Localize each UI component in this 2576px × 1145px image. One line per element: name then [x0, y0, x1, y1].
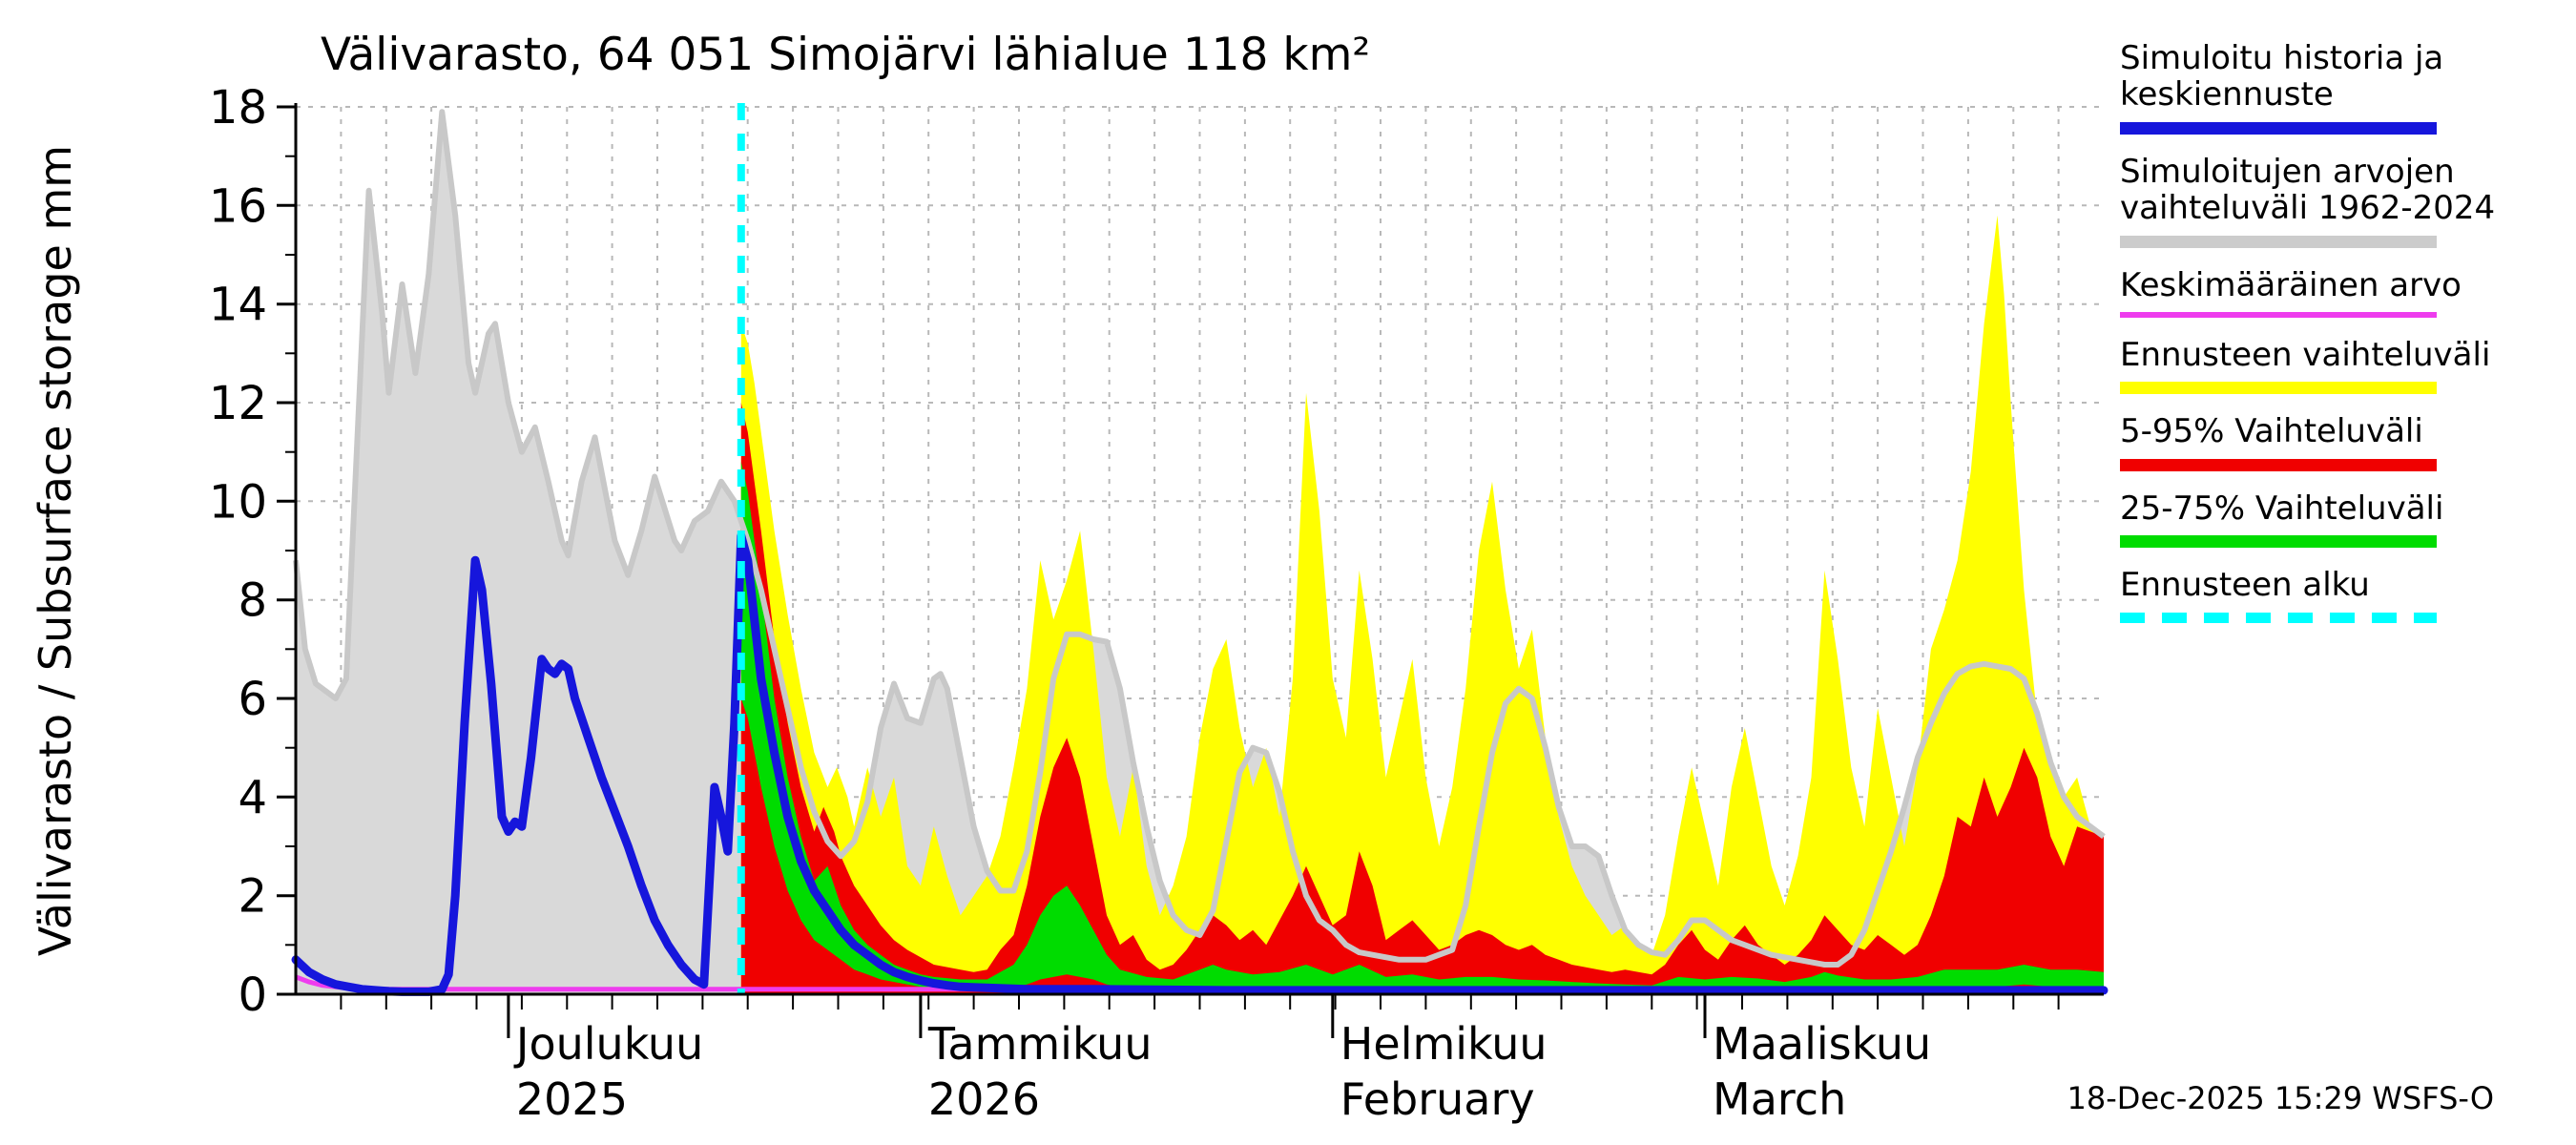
y-tick-label: 6 [238, 673, 267, 726]
y-tick-label: 10 [209, 475, 267, 529]
legend-entry: Ennusteen vaihteluväli [2120, 336, 2576, 395]
y-tick-label: 8 [238, 574, 267, 628]
legend-label: Simuloitu historia ja keskiennuste [2120, 39, 2444, 114]
legend-swatch [2120, 382, 2437, 395]
legend-label: Simuloitujen arvojen vaihteluväli 1962-2… [2120, 152, 2496, 228]
y-tick-label: 4 [238, 771, 267, 824]
month-label: Tammikuu [927, 1018, 1153, 1070]
legend-label: 5-95% Vaihteluväli [2120, 412, 2423, 451]
y-tick-label: 2 [238, 870, 267, 924]
month-sublabel: 2026 [928, 1073, 1040, 1125]
legend-entry: Simuloitu historia ja keskiennuste [2120, 40, 2576, 135]
legend-entry: Simuloitujen arvojen vaihteluväli 1962-2… [2120, 154, 2576, 248]
chart-title: Välivarasto, 64 051 Simojärvi lähialue 1… [321, 29, 1371, 81]
legend-swatch [2120, 458, 2437, 471]
month-label: Helmikuu [1340, 1018, 1548, 1070]
legend: Simuloitu historia ja keskiennuste Simulo… [2120, 40, 2576, 642]
month-sublabel: March [1713, 1073, 1846, 1125]
legend-label: Ennusteen alku [2120, 566, 2370, 605]
y-tick-label: 18 [209, 81, 267, 135]
month-label: Joulukuu [513, 1018, 703, 1070]
legend-label: Keskimääräinen arvo [2120, 265, 2462, 304]
legend-label: Ennusteen vaihteluväli [2120, 336, 2491, 375]
hist-range-outline-line [293, 109, 2106, 968]
month-sublabel: February [1340, 1073, 1535, 1125]
legend-entry: Keskimääräinen arvo [2120, 265, 2576, 319]
legend-swatch [2120, 312, 2437, 319]
legend-entry: Ennusteen alku [2120, 566, 2576, 623]
y-tick-label: 0 [238, 968, 267, 1022]
legend-label: 25-75% Vaihteluväli [2120, 489, 2444, 528]
month-sublabel: 2025 [516, 1073, 628, 1125]
legend-swatch [2120, 121, 2437, 135]
y-tick-label: 14 [209, 279, 267, 332]
y-tick-label: 16 [209, 179, 267, 233]
month-label: Maaliskuu [1713, 1018, 1931, 1070]
timestamp: 18-Dec-2025 15:29 WSFS-O [2067, 1080, 2494, 1116]
legend-swatch [2120, 612, 2437, 623]
legend-entry: 5-95% Vaihteluväli [2120, 412, 2576, 471]
history-and-mean-forecast-line [291, 531, 2109, 996]
forecast-range-area [740, 215, 2104, 994]
legend-entry: 25-75% Vaihteluväli [2120, 489, 2576, 549]
band-5-95-area [740, 403, 2104, 994]
y-tick-label: 12 [209, 377, 267, 430]
legend-swatch [2120, 535, 2437, 549]
legend-swatch [2120, 235, 2437, 248]
